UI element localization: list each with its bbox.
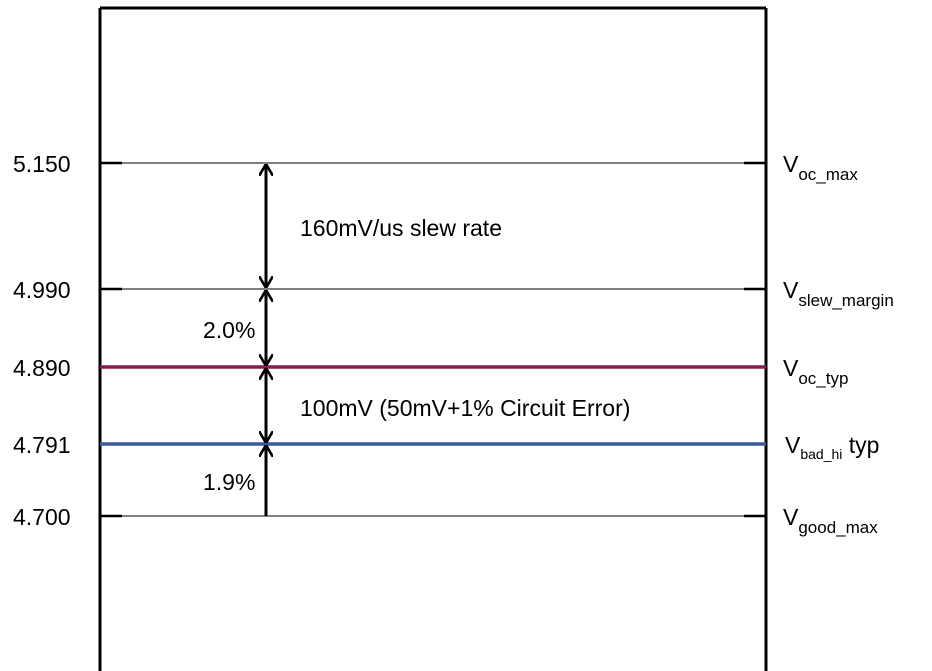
signal-label-voc-typ: Voc_typ	[783, 355, 848, 388]
signal-label-vslew-margin: Vslew_margin	[783, 277, 894, 310]
annotation-slew-rate: 160mV/us slew rate	[300, 215, 502, 241]
signal-main: V	[783, 355, 799, 381]
signal-main: V	[783, 504, 799, 530]
annotation-pct-lower: 1.9%	[203, 469, 255, 495]
annotation-circuit-error: 100mV (50mV+1% Circuit Error)	[300, 395, 630, 421]
annotation-pct-upper: 2.0%	[203, 317, 255, 343]
value-label-voc-max: 5.150	[13, 151, 71, 177]
value-label-voc-typ: 4.890	[13, 355, 71, 381]
value-label-vslew-margin: 4.990	[13, 277, 71, 303]
signal-label-vbad-hi-typ: Vbad_hi typ	[785, 432, 879, 462]
signal-subscript: slew_margin	[798, 291, 893, 310]
signal-main: V	[783, 151, 799, 177]
signal-suffix: typ	[842, 432, 879, 458]
value-label-vbad-hi-typ: 4.791	[13, 432, 71, 458]
signal-main: V	[783, 277, 799, 303]
signal-subscript: good_max	[798, 518, 878, 537]
value-label-vgood-max: 4.700	[13, 504, 71, 530]
signal-subscript: bad_hi	[800, 446, 842, 462]
signal-label-vgood-max: Vgood_max	[783, 504, 878, 537]
signal-main: V	[785, 432, 801, 458]
signal-subscript: oc_max	[798, 165, 858, 184]
signal-label-voc-max: Voc_max	[783, 151, 858, 184]
signal-subscript: oc_typ	[798, 369, 848, 388]
